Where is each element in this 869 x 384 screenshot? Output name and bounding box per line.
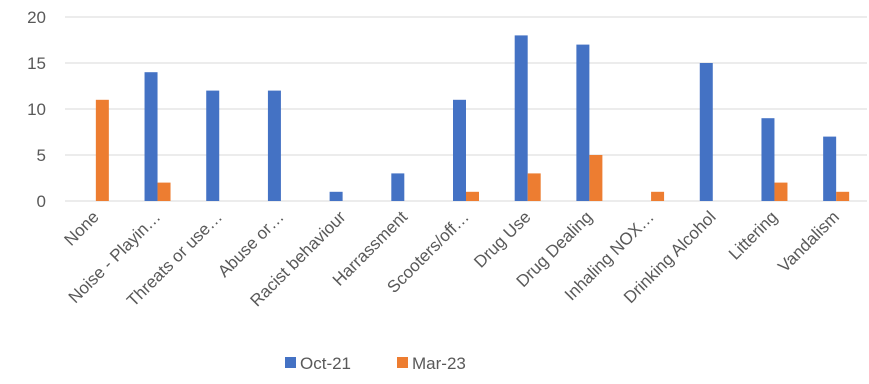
x-category-label: Littering	[725, 207, 781, 263]
bar-oct-21-6	[453, 99, 466, 201]
bar-mar-23-7	[527, 173, 541, 201]
y-tick-label: 20	[27, 8, 46, 27]
y-axis-ticks: 0 5 10 15 20	[27, 8, 46, 211]
legend: Oct-21 Mar-23	[285, 354, 466, 373]
bars	[95, 35, 850, 202]
bar-oct-21-3	[267, 90, 281, 201]
bar-mar-23-8	[589, 155, 603, 201]
bar-mar-23-6	[466, 191, 479, 201]
bar-oct-21-2	[206, 90, 220, 201]
bar-mar-23-9	[651, 191, 665, 201]
bar-oct-21-1	[144, 72, 158, 201]
y-tick-label: 10	[27, 100, 46, 119]
x-category-label: Drug Use	[470, 207, 534, 271]
bar-mar-23-11	[774, 182, 788, 201]
bar-oct-21-12	[823, 136, 837, 201]
y-tick-label: 0	[37, 192, 46, 211]
y-tick-label: 5	[37, 146, 46, 165]
bar-mar-23-0	[95, 99, 109, 201]
legend-label: Oct-21	[300, 354, 351, 373]
bar-oct-21-10	[699, 63, 713, 201]
bar-oct-21-8	[576, 44, 590, 201]
x-category-label: None	[61, 207, 103, 249]
bar-mar-23-1	[157, 182, 171, 201]
legend-label: Mar-23	[412, 354, 466, 373]
bar-oct-21-5	[391, 173, 405, 201]
legend-swatch-mar-23	[397, 357, 408, 368]
bar-mar-23-12	[836, 191, 850, 201]
bar-oct-21-4	[329, 191, 343, 201]
x-category-label: Vandalism	[774, 207, 843, 276]
y-tick-label: 15	[27, 54, 46, 73]
bar-oct-21-11	[761, 118, 775, 201]
bar-oct-21-7	[514, 35, 528, 202]
legend-swatch-oct-21	[285, 357, 296, 368]
